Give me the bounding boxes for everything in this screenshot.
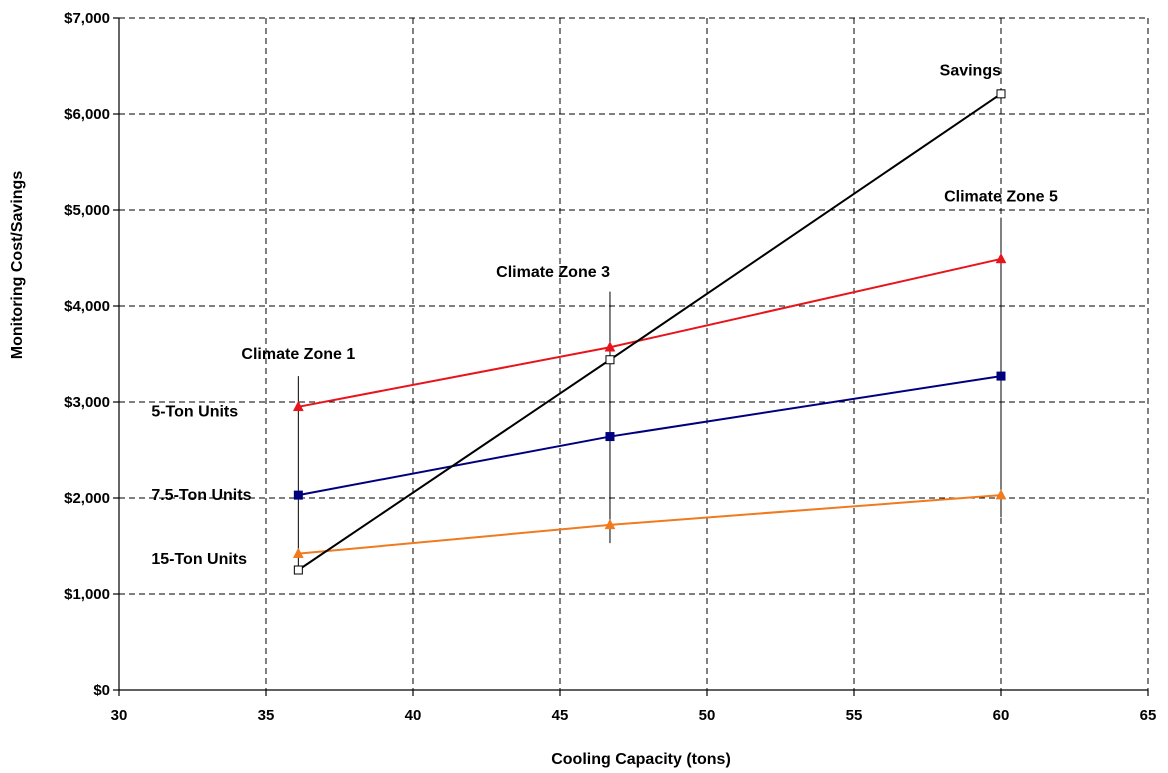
y-tick-label: $7,000 [64, 10, 110, 27]
x-tick-label: 40 [405, 707, 422, 724]
x-tick-label: 60 [993, 707, 1010, 724]
series-savings [293, 89, 1006, 575]
y-tick-label: $4,000 [64, 298, 110, 315]
series-group [292, 89, 1007, 575]
x-tick-label: 35 [258, 707, 275, 724]
x-axis-title: Cooling Capacity (tons) [551, 751, 731, 768]
axes [113, 17, 1149, 696]
y-tick-label: $6,000 [64, 106, 110, 123]
annotation-climate-zone-1: Climate Zone 1 [241, 346, 355, 363]
data-point-savings [293, 565, 303, 575]
y-tick-label: $0 [93, 682, 110, 699]
data-point-15-ton-units [604, 518, 616, 530]
annotations: Climate Zone 1 Climate Zone 3 Climate Zone… [151, 63, 1058, 569]
data-point-savings [605, 355, 615, 365]
data-point-5-ton-units [995, 252, 1007, 264]
y-tick-label: $3,000 [64, 394, 110, 411]
y-tick-label: $1,000 [64, 586, 110, 603]
data-point-5-ton-units [604, 341, 616, 352]
x-tick-label: 30 [111, 707, 128, 724]
series-7-5-ton-units [293, 371, 1006, 500]
annotation-15-ton-units: 15-Ton Units [151, 551, 247, 568]
x-tick-label: 50 [699, 707, 716, 724]
y-tick-label: $5,000 [64, 202, 110, 219]
annotation-7-5-ton-units: 7.5-Ton Units [151, 487, 251, 504]
y-tick-label: $2,000 [64, 490, 110, 507]
series-15-ton-units [292, 489, 1007, 558]
annotation-climate-zone-5: Climate Zone 5 [944, 188, 1058, 205]
y-axis-title: Monitoring Cost/Savings [9, 171, 26, 360]
x-tick-label: 45 [552, 707, 569, 724]
data-point-7-5-ton-units [605, 432, 615, 442]
tick-labels: 30 35 40 45 50 55 60 65 $0 $1,000 $2,000 $3,000 $4,0… [64, 10, 1156, 724]
data-point-15-ton-units [292, 547, 304, 558]
data-point-7-5-ton-units [996, 371, 1006, 381]
annotation-savings: Savings [940, 63, 1001, 80]
data-point-7-5-ton-units [293, 490, 303, 500]
annotation-5-ton-units: 5-Ton Units [151, 403, 238, 420]
annotation-climate-zone-3: Climate Zone 3 [496, 264, 610, 281]
data-point-savings [996, 89, 1006, 99]
x-tick-label: 55 [846, 707, 863, 724]
data-point-15-ton-units [995, 489, 1007, 500]
x-tick-label: 65 [1140, 707, 1157, 724]
series-5-ton-units [292, 252, 1007, 412]
data-point-5-ton-units [292, 400, 304, 412]
